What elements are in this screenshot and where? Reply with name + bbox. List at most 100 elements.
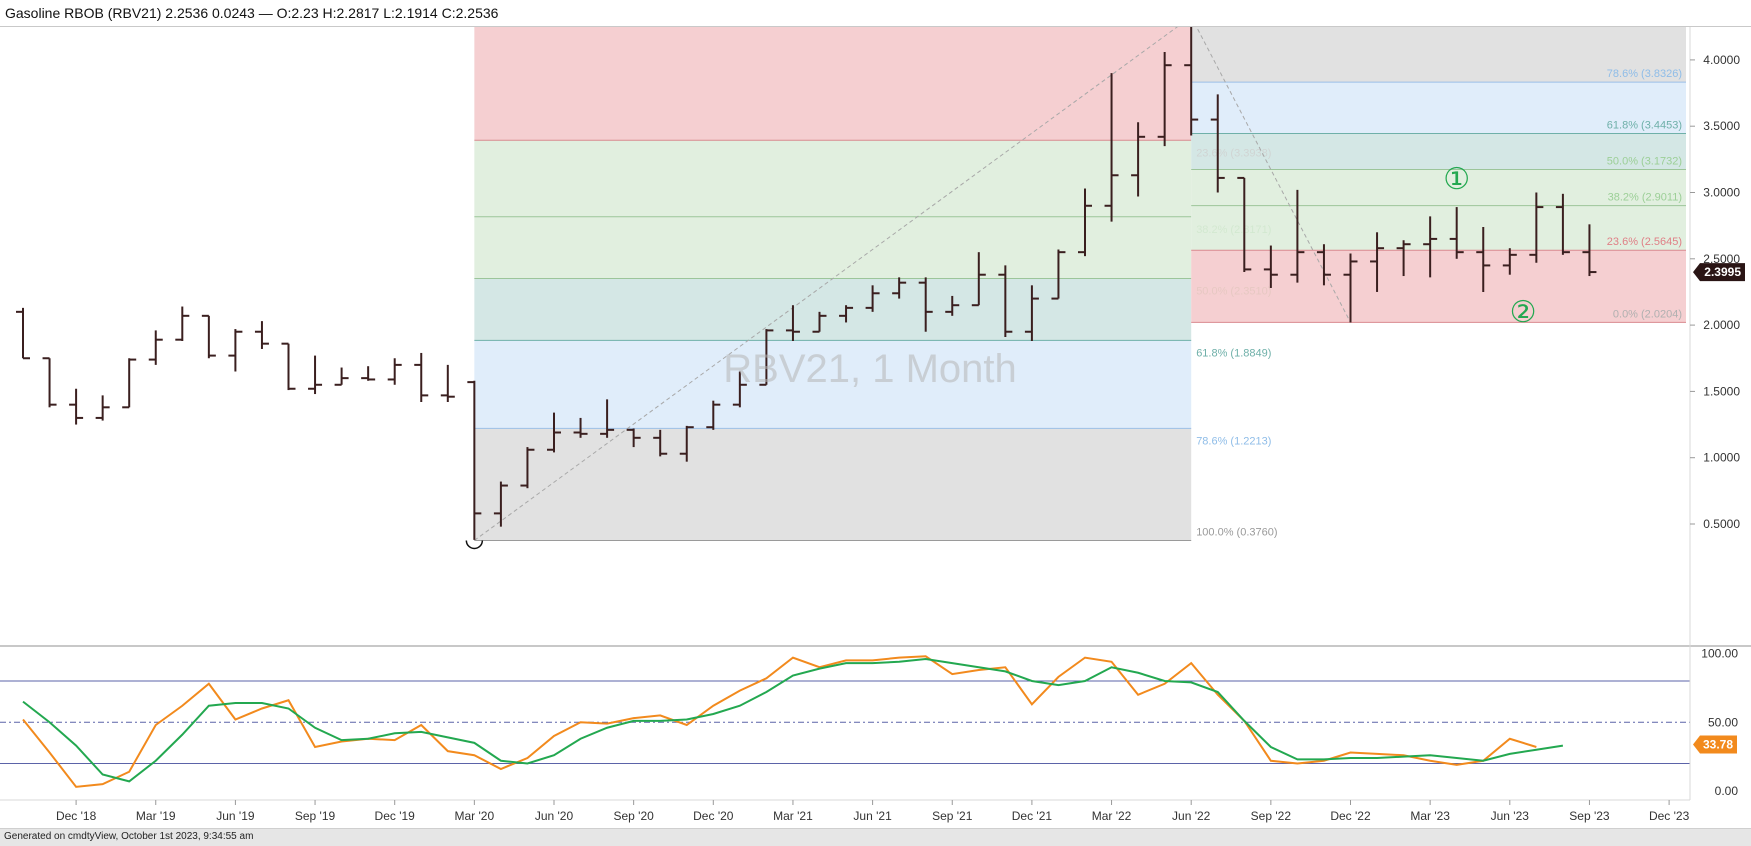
- ohlc-bar: [971, 252, 986, 307]
- ohlc-bar: [201, 314, 216, 359]
- fib-right-zone: [1191, 205, 1686, 251]
- time-tick-label: Sep '21: [932, 809, 973, 823]
- ohlc-bar: [467, 380, 482, 540]
- time-tick-label: Mar '23: [1410, 809, 1450, 823]
- ohlc-bar: [945, 295, 960, 316]
- fib-right-level-label: 50.0% (3.1732): [1607, 156, 1682, 168]
- ohlc-bar: [626, 428, 641, 448]
- price-tick-label: 3.5000: [1703, 119, 1740, 133]
- ohlc-bar: [998, 265, 1013, 338]
- wave-annotation: ②: [1510, 296, 1537, 329]
- axes: 4.50004.00003.50003.00002.50002.00001.50…: [0, 27, 1751, 823]
- ohlc-bar: [148, 330, 163, 365]
- chart-header: Gasoline RBOB (RBV21) 2.2536 0.0243 — O:…: [0, 0, 1751, 27]
- fib-right-level-label: 61.8% (3.4453): [1607, 119, 1682, 131]
- price-tick-label: 0.5000: [1703, 517, 1740, 531]
- time-tick-label: Jun '22: [1172, 809, 1211, 823]
- price-tick-label: 2.5000: [1703, 252, 1740, 266]
- time-tick-label: Dec '18: [56, 809, 97, 823]
- ohlc-bar: [254, 321, 269, 349]
- ohlc-bar: [1529, 192, 1544, 263]
- ohlc-bar: [387, 358, 402, 385]
- ohlc-bar: [334, 367, 349, 386]
- fib-left-zone: [474, 428, 1192, 541]
- ohlc-bar: [414, 352, 429, 403]
- ohlc-bar: [16, 307, 30, 360]
- ohlc-bar: [1104, 73, 1119, 222]
- fib-left-level-label: 100.0% (0.3760): [1196, 526, 1277, 538]
- stoch-tick-label: 100.00: [1701, 647, 1738, 661]
- time-tick-label: Dec '22: [1330, 809, 1371, 823]
- ohlc-bar: [892, 277, 907, 299]
- ohlc-bar: [1370, 232, 1385, 292]
- price-tick-label: 3.0000: [1703, 186, 1740, 200]
- time-tick-label: Jun '20: [535, 809, 574, 823]
- ohlc-bar: [1449, 207, 1464, 259]
- chart-watermark: RBV21, 1 Month: [723, 347, 1017, 391]
- last-price-label: 2.3995: [1704, 265, 1741, 279]
- symbol-quote-line: Gasoline RBOB (RBV21) 2.2536 0.0243 — O:…: [5, 5, 499, 21]
- ohlc-bar: [122, 358, 137, 409]
- ohlc-bar: [361, 366, 376, 381]
- price-tick-label: 4.0000: [1703, 53, 1740, 67]
- ohlc-bar: [1423, 216, 1438, 278]
- ohlc-bar: [95, 395, 110, 421]
- stoch-last-badge: [1693, 735, 1737, 754]
- time-tick-label: Sep '23: [1569, 809, 1610, 823]
- ohlc-bar: [918, 277, 933, 332]
- ohlc-bar: [1555, 193, 1570, 255]
- ohlc-bar: [520, 447, 535, 489]
- ohlc-bar: [1263, 245, 1278, 288]
- time-tick-label: Jun '23: [1491, 809, 1530, 823]
- stoch-last-label: 33.78: [1703, 738, 1733, 752]
- ohlc-bar: [175, 306, 190, 342]
- ohlc-bar: [679, 425, 694, 462]
- fib-left-zone: [474, 140, 1192, 217]
- fib-right-level-label: 78.6% (3.8326): [1607, 68, 1682, 80]
- ohlc-bar: [547, 412, 561, 453]
- fib-right-zone: [1191, 133, 1686, 170]
- ohlc-bar: [785, 305, 800, 342]
- ohlc-bar: [440, 364, 455, 403]
- ohlc-bar: [1237, 176, 1252, 273]
- ohlc-bar: [1051, 249, 1066, 300]
- fib-left-zone: [474, 27, 1192, 141]
- price-tick-label: 1.5000: [1703, 384, 1740, 398]
- fib-right-zone: [1191, 169, 1686, 206]
- ohlc-bar: [839, 305, 854, 323]
- price-tick-label: 1.0000: [1703, 451, 1740, 465]
- time-tick-label: Sep '20: [613, 809, 654, 823]
- fib-left-trendline: [474, 27, 1178, 541]
- time-tick-label: Dec '23: [1649, 809, 1690, 823]
- fib-right-zone: [1191, 82, 1686, 134]
- ohlc-bar: [1024, 285, 1039, 342]
- swing-low-marker: [465, 540, 484, 550]
- time-tick-label: Sep '19: [295, 809, 336, 823]
- stoch-fast-line: [22, 655, 1537, 788]
- price-pane[interactable]: 0.0% (4.3260)23.6% (3.3938)38.2% (2.8171…: [16, 27, 1686, 550]
- time-tick-label: Jun '21: [853, 809, 892, 823]
- ohlc-bar: [228, 329, 243, 372]
- fib-right-level-label: 0.0% (2.0204): [1613, 308, 1682, 320]
- time-tick-label: Mar '20: [455, 809, 495, 823]
- ohlc-bar: [812, 311, 827, 333]
- generated-note: Generated on cmdtyView, October 1st 2023…: [4, 831, 254, 842]
- time-tick-label: Dec '21: [1012, 809, 1053, 823]
- fib-right-zone: [1191, 250, 1686, 323]
- stochastic-pane[interactable]: [0, 655, 1690, 788]
- ohlc-bar: [1343, 253, 1358, 323]
- ohlc-bar: [1476, 226, 1491, 292]
- price-chart[interactable]: 0.0% (4.3260)23.6% (3.3938)38.2% (2.8171…: [0, 27, 1751, 827]
- ohlc-bar: [1316, 244, 1331, 286]
- time-tick-label: Mar '19: [136, 809, 176, 823]
- price-tick-label: 2.0000: [1703, 318, 1740, 332]
- ohlc-bar: [1210, 94, 1225, 193]
- fib-left-zone: [474, 340, 1192, 429]
- time-tick-label: Dec '20: [693, 809, 734, 823]
- ohlc-bar: [42, 357, 57, 408]
- ohlc-bar: [1290, 189, 1305, 283]
- time-tick-label: Sep '22: [1251, 809, 1292, 823]
- fib-right-zone: [1191, 27, 1686, 83]
- fib-left-level-label: 61.8% (1.8849): [1196, 347, 1271, 359]
- stoch-tick-label: 0.00: [1715, 784, 1739, 798]
